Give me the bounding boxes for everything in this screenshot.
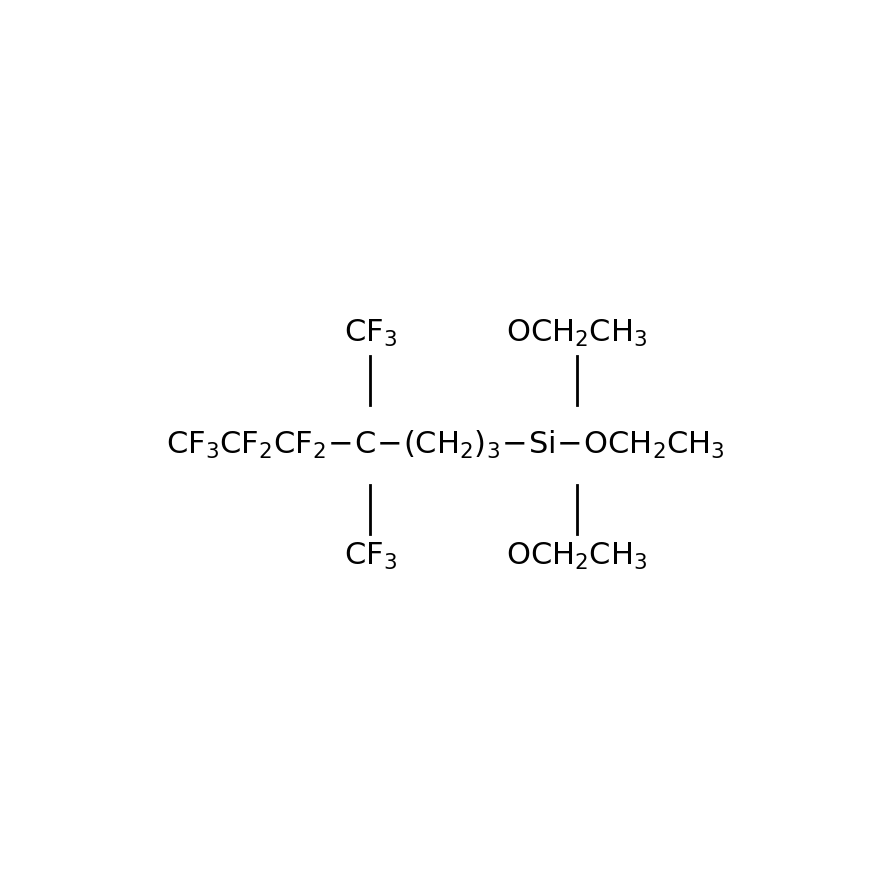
Text: $\mathsf{OCH_2CH_3}$: $\mathsf{OCH_2CH_3}$ — [506, 541, 647, 571]
Text: $\mathsf{CF_3}$: $\mathsf{CF_3}$ — [344, 319, 397, 349]
Text: $\mathsf{OCH_2CH_3}$: $\mathsf{OCH_2CH_3}$ — [506, 319, 647, 349]
Text: $\mathsf{CF_3}$: $\mathsf{CF_3}$ — [344, 541, 397, 571]
Text: $\mathsf{CF_3CF_2CF_2\!-\!C\!-\!(CH_2)_3\!-\!Si\!-\!OCH_2CH_3}$: $\mathsf{CF_3CF_2CF_2\!-\!C\!-\!(CH_2)_3… — [166, 429, 724, 461]
